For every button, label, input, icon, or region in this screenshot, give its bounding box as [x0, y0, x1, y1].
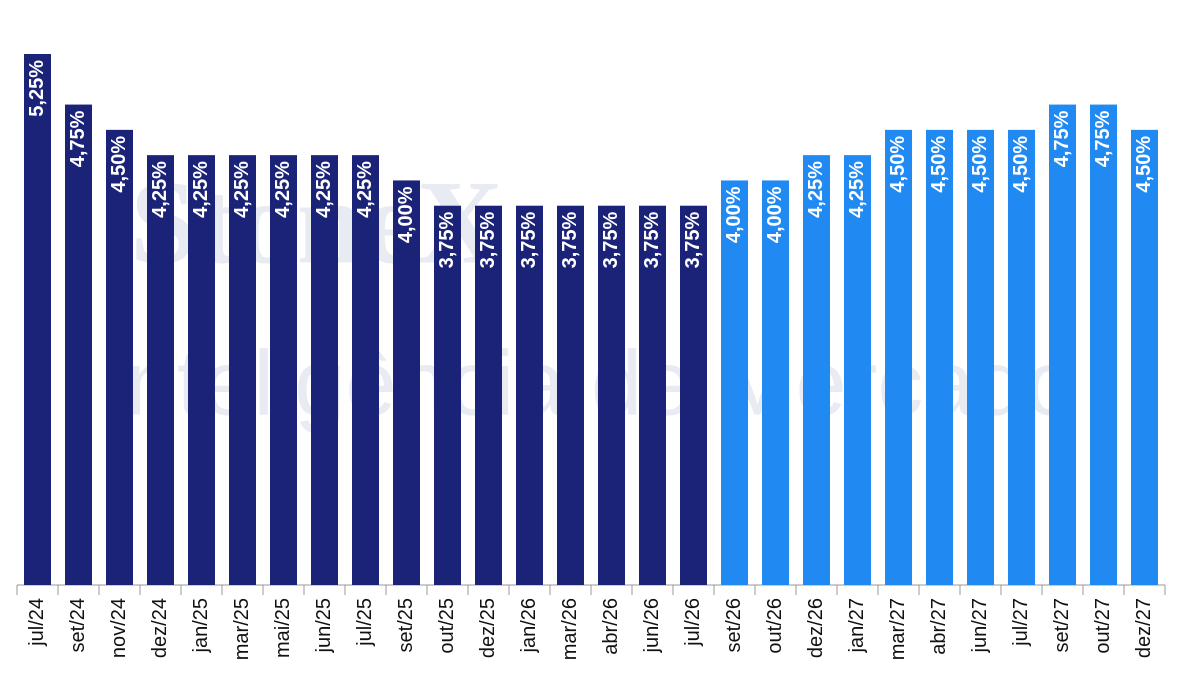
x-tick-label: set/25 [395, 598, 417, 652]
x-tick-label: set/24 [67, 598, 89, 652]
bar [967, 129, 994, 585]
bar [680, 205, 707, 585]
value-label: 5,25% [26, 60, 48, 117]
value-label: 4,25% [805, 161, 827, 218]
value-label: 4,50% [1133, 136, 1155, 193]
bar [926, 129, 953, 585]
value-label: 4,00% [764, 186, 786, 243]
x-tick-label: jul/25 [354, 598, 376, 647]
bar [803, 155, 830, 585]
value-label: 4,50% [928, 136, 950, 193]
value-label: 4,50% [969, 136, 991, 193]
value-label: 4,25% [313, 161, 335, 218]
x-tick-label: jul/27 [1010, 598, 1032, 647]
value-label: 3,75% [559, 212, 581, 269]
value-label: 3,75% [477, 212, 499, 269]
value-label: 4,00% [723, 186, 745, 243]
bar [393, 180, 420, 585]
value-label: 4,25% [190, 161, 212, 218]
value-label: 4,50% [108, 136, 130, 193]
x-tick-label: dez/25 [477, 598, 499, 658]
bar [434, 205, 461, 585]
bar [270, 155, 297, 585]
x-tick-label: set/27 [1051, 598, 1073, 652]
bar [639, 205, 666, 585]
bar [352, 155, 379, 585]
x-tick-label: jul/24 [26, 598, 48, 647]
x-tick-label: mar/26 [559, 598, 581, 660]
bar [557, 205, 584, 585]
bar [721, 180, 748, 585]
x-tick-label: jan/26 [518, 598, 540, 654]
bar [1090, 104, 1117, 586]
bar [475, 205, 502, 585]
value-label: 4,25% [231, 161, 253, 218]
x-tick-label: abr/27 [928, 598, 950, 655]
x-tick-label: jul/26 [682, 598, 704, 647]
value-label: 4,75% [1051, 110, 1073, 167]
bar [885, 129, 912, 585]
value-label: 4,75% [1092, 110, 1114, 167]
bar [1008, 129, 1035, 585]
bar [844, 155, 871, 585]
x-tick-label: jan/27 [846, 598, 868, 654]
x-tick-label: jun/26 [641, 598, 663, 654]
bar [1131, 129, 1158, 585]
bar [188, 155, 215, 585]
value-label: 3,75% [682, 212, 704, 269]
bar [24, 54, 51, 585]
value-label: 4,50% [1010, 136, 1032, 193]
bar [516, 205, 543, 585]
x-tick-label: dez/26 [805, 598, 827, 658]
x-tick-label: out/25 [436, 598, 458, 654]
x-tick-label: set/26 [723, 598, 745, 652]
value-label: 4,50% [887, 136, 909, 193]
bar [65, 104, 92, 586]
value-label: 3,75% [436, 212, 458, 269]
x-tick-label: mar/25 [231, 598, 253, 660]
x-tick-label: jun/27 [969, 598, 991, 654]
bar [311, 155, 338, 585]
x-tick-label: mai/25 [272, 598, 294, 658]
bar [147, 155, 174, 585]
x-tick-label: out/27 [1092, 598, 1114, 654]
x-tick-label: jun/25 [313, 598, 335, 654]
value-label: 3,75% [641, 212, 663, 269]
value-label: 4,00% [395, 186, 417, 243]
value-label: 4,25% [846, 161, 868, 218]
x-tick-label: out/26 [764, 598, 786, 654]
value-label: 3,75% [518, 212, 540, 269]
x-tick-label: dez/27 [1133, 598, 1155, 658]
bar [598, 205, 625, 585]
bar [762, 180, 789, 585]
x-tick-label: dez/24 [149, 598, 171, 658]
x-tick-label: mar/27 [887, 598, 909, 660]
watermark: Inteligência de Mercado [100, 332, 1077, 434]
value-label: 4,25% [354, 161, 376, 218]
x-tick-label: jan/25 [190, 598, 212, 654]
value-label: 4,25% [272, 161, 294, 218]
bar [1049, 104, 1076, 586]
bar [229, 155, 256, 585]
x-tick-label: nov/24 [108, 598, 130, 658]
value-label: 4,25% [149, 161, 171, 218]
value-label: 3,75% [600, 212, 622, 269]
value-label: 4,75% [67, 110, 89, 167]
x-tick-label: abr/26 [600, 598, 622, 655]
bar [106, 129, 133, 585]
